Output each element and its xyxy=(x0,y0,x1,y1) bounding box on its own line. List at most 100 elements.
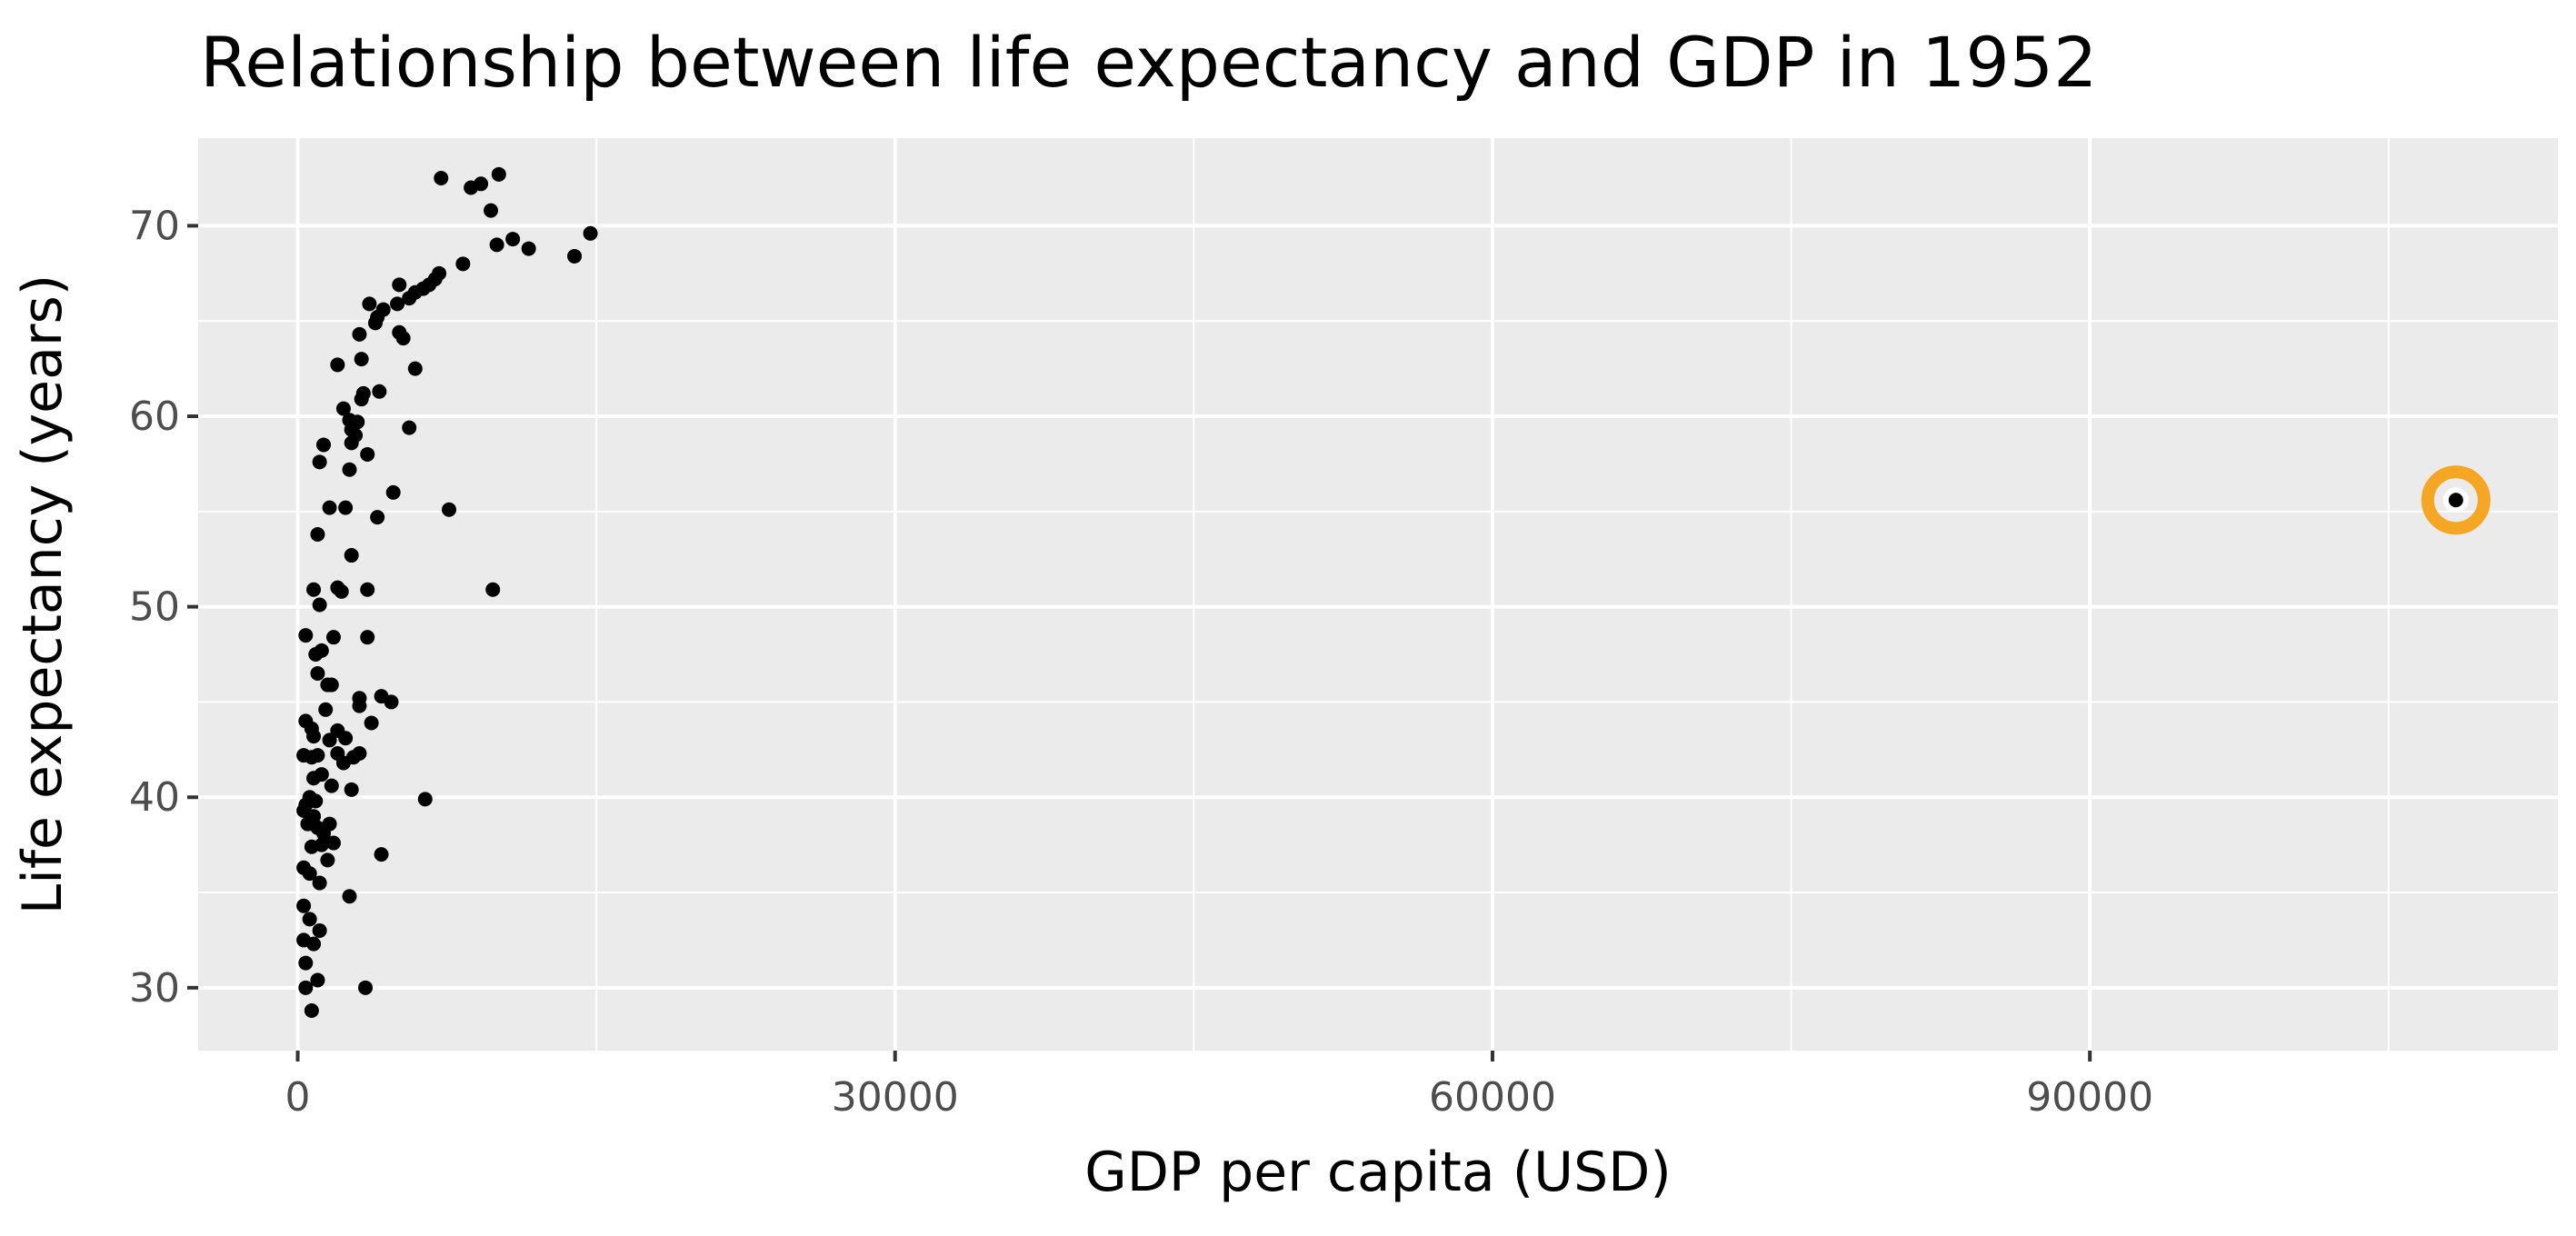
data-point xyxy=(362,296,377,312)
data-point xyxy=(322,500,337,515)
data-point xyxy=(354,392,369,407)
data-point xyxy=(384,694,399,710)
data-point xyxy=(318,702,334,717)
data-points xyxy=(296,166,2463,1018)
data-point xyxy=(491,166,506,182)
data-point xyxy=(360,582,375,597)
data-point xyxy=(312,454,327,470)
data-point xyxy=(334,583,349,599)
highlight-layer xyxy=(2421,465,2491,535)
data-point xyxy=(342,462,357,477)
data-point xyxy=(314,643,329,658)
data-point xyxy=(434,171,449,186)
y-tick-label: 70 xyxy=(129,203,180,249)
y-tick-label: 30 xyxy=(129,965,180,1012)
data-point xyxy=(521,241,536,256)
data-point xyxy=(474,176,489,192)
data-point xyxy=(352,698,367,713)
data-point xyxy=(395,331,411,346)
data-point xyxy=(505,232,521,247)
data-point xyxy=(296,898,312,913)
data-point xyxy=(367,315,383,331)
chart-title: Relationship between life expectancy and… xyxy=(200,22,2097,103)
data-point xyxy=(360,630,375,645)
x-tick-label: 60000 xyxy=(1429,1074,1556,1121)
data-point xyxy=(583,225,598,241)
data-point xyxy=(310,526,325,542)
highlight-ring xyxy=(2421,465,2491,535)
data-point xyxy=(325,835,341,851)
data-point xyxy=(312,597,327,613)
data-point xyxy=(417,792,433,807)
data-point xyxy=(402,420,417,435)
data-point xyxy=(298,628,314,643)
major-gridlines xyxy=(198,138,2558,1051)
data-point xyxy=(567,248,583,264)
data-point xyxy=(302,866,317,882)
data-point xyxy=(344,782,359,797)
data-point xyxy=(485,582,501,597)
data-point xyxy=(338,731,354,746)
data-point xyxy=(335,755,351,771)
data-point xyxy=(344,548,359,563)
data-point xyxy=(306,729,322,744)
data-point xyxy=(310,972,325,988)
data-point xyxy=(335,401,351,416)
data-point xyxy=(306,936,322,952)
data-point xyxy=(358,980,374,995)
data-point xyxy=(489,237,504,253)
y-tick-label: 60 xyxy=(129,394,180,440)
data-point xyxy=(325,630,341,645)
data-point xyxy=(338,500,354,515)
data-point xyxy=(364,715,379,731)
data-point xyxy=(484,203,499,218)
data-point xyxy=(352,326,367,342)
y-tick-label: 50 xyxy=(129,584,180,631)
plot-panel xyxy=(198,138,2558,1051)
minor-gridlines xyxy=(198,138,2558,1051)
data-point xyxy=(354,352,369,367)
data-point xyxy=(442,502,457,517)
data-point xyxy=(304,1002,319,1018)
data-point xyxy=(392,277,407,293)
data-point xyxy=(385,484,401,500)
data-point xyxy=(316,826,332,842)
x-tick-label: 90000 xyxy=(2026,1074,2153,1121)
data-point xyxy=(370,510,385,525)
data-point xyxy=(390,296,405,312)
x-axis-title: GDP per capita (USD) xyxy=(1084,1141,1672,1204)
y-tick-label: 40 xyxy=(129,774,180,821)
data-point xyxy=(344,435,359,451)
data-point xyxy=(322,733,337,748)
x-tick-label: 0 xyxy=(285,1074,311,1121)
data-point xyxy=(324,778,339,793)
data-point xyxy=(455,256,471,272)
x-axis: 0 30000 60000 90000 xyxy=(285,1051,2153,1121)
x-tick-label: 30000 xyxy=(832,1074,959,1121)
data-point xyxy=(298,980,314,995)
data-point xyxy=(314,767,329,782)
data-point xyxy=(312,922,327,938)
data-point xyxy=(316,437,332,453)
highlighted-data-point xyxy=(2448,493,2463,508)
data-point xyxy=(314,837,329,852)
data-point xyxy=(312,875,327,891)
data-point xyxy=(372,384,387,399)
data-point xyxy=(360,446,375,462)
data-point xyxy=(306,582,322,597)
data-point xyxy=(407,361,423,376)
data-point xyxy=(374,847,389,862)
data-point xyxy=(342,889,357,904)
data-point xyxy=(352,746,367,762)
data-point xyxy=(310,748,325,763)
data-point xyxy=(330,357,345,373)
data-point xyxy=(308,793,324,809)
y-axis: 30 40 50 60 70 xyxy=(129,203,198,1012)
data-point xyxy=(302,912,317,927)
y-axis-title: Life expectancy (years) xyxy=(11,274,75,914)
data-point xyxy=(310,665,325,681)
data-point xyxy=(320,852,335,868)
data-point xyxy=(298,955,314,971)
data-point xyxy=(324,677,339,693)
